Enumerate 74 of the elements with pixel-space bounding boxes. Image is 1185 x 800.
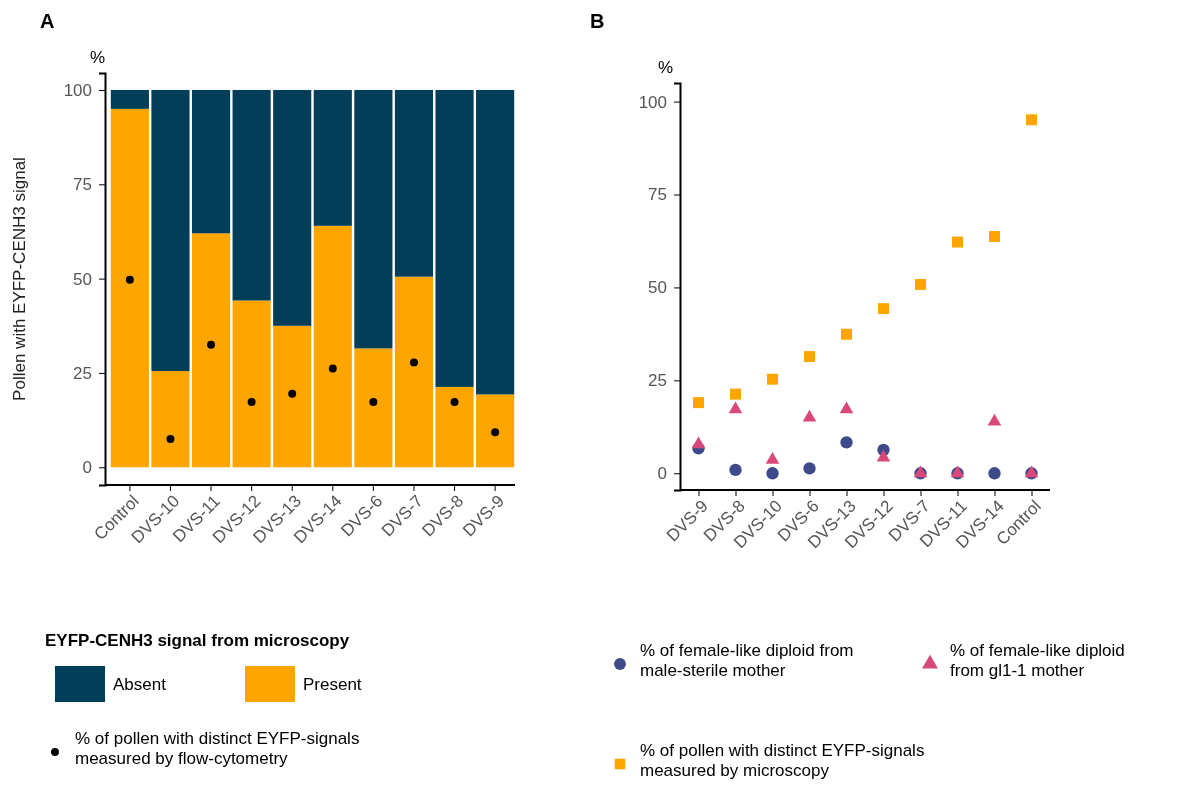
- legend-title: EYFP-CENH3 signal from microscopy: [45, 631, 350, 650]
- point: [729, 463, 742, 477]
- y-tick-label: 0: [82, 458, 92, 478]
- bar: [191, 233, 231, 468]
- bar: [232, 300, 271, 468]
- legend-label: % of pollen with distinct EYFP-signals measured by flow-cytometry: [75, 729, 360, 769]
- point: [691, 436, 706, 449]
- point: [409, 358, 418, 367]
- bar: [394, 276, 434, 468]
- bar: [151, 89, 190, 372]
- y-tick-label: 25: [648, 371, 667, 391]
- point: [730, 388, 741, 400]
- point: [803, 462, 816, 475]
- legend-label: % of pollen with distinct EYFP-signals measured by microscopy: [640, 741, 925, 781]
- chart-title: A: [40, 10, 55, 32]
- bar: [354, 89, 393, 349]
- y-tick-label: 100: [63, 80, 92, 100]
- bar: [232, 89, 271, 301]
- y-tick-label: 50: [648, 278, 667, 298]
- bar: [110, 89, 149, 109]
- y-axis-title: Pollen with EYFP-CENH3 signal: [10, 157, 29, 401]
- point: [841, 328, 852, 340]
- point: [125, 275, 134, 284]
- point: [765, 452, 780, 464]
- legend-label: % of female-like diploid from male-sterile mother: [640, 641, 854, 681]
- legend-label: % of female-like diploid from gl1-1 mother: [950, 641, 1125, 681]
- point: [840, 436, 853, 449]
- bar: [394, 89, 434, 277]
- y-tick-label: 100: [638, 92, 667, 112]
- point: [767, 373, 778, 385]
- point: [166, 434, 175, 443]
- point: [987, 413, 1002, 426]
- point: [915, 278, 926, 290]
- point: [728, 401, 743, 414]
- point: [988, 467, 1001, 480]
- point: [491, 428, 500, 437]
- chart-title: B: [590, 10, 605, 32]
- bar: [435, 386, 474, 468]
- y-tick-label: 0: [657, 464, 667, 484]
- point: [207, 340, 216, 349]
- bar: [354, 348, 393, 468]
- y-tick-label: 50: [73, 269, 92, 289]
- point: [989, 231, 1000, 242]
- bar: [476, 394, 515, 468]
- point: [876, 449, 891, 462]
- point: [288, 389, 297, 398]
- bar: [313, 89, 352, 226]
- point: [247, 398, 256, 406]
- bar: [151, 371, 190, 468]
- bar: [191, 89, 231, 234]
- point: [328, 364, 337, 373]
- point: [804, 351, 815, 363]
- point: [450, 398, 459, 406]
- point: [878, 303, 889, 315]
- point: [839, 401, 854, 414]
- y-tick-label: 25: [73, 363, 92, 383]
- point: [766, 467, 779, 480]
- y-tick-label: 75: [648, 185, 667, 205]
- legend-label: Absent: [113, 675, 167, 694]
- legend-label: Present: [303, 675, 362, 694]
- y-tick-label: 75: [73, 175, 92, 195]
- bar: [273, 89, 312, 326]
- bar: [313, 225, 352, 468]
- point: [693, 397, 704, 409]
- point: [952, 236, 963, 248]
- bar: [110, 108, 149, 468]
- point: [802, 409, 817, 422]
- bar: [435, 89, 474, 387]
- point: [369, 398, 378, 406]
- text: %: [90, 48, 106, 67]
- y-axis-title: %: [658, 58, 674, 77]
- bar: [476, 89, 515, 395]
- bar: [273, 325, 312, 468]
- point: [1026, 114, 1037, 126]
